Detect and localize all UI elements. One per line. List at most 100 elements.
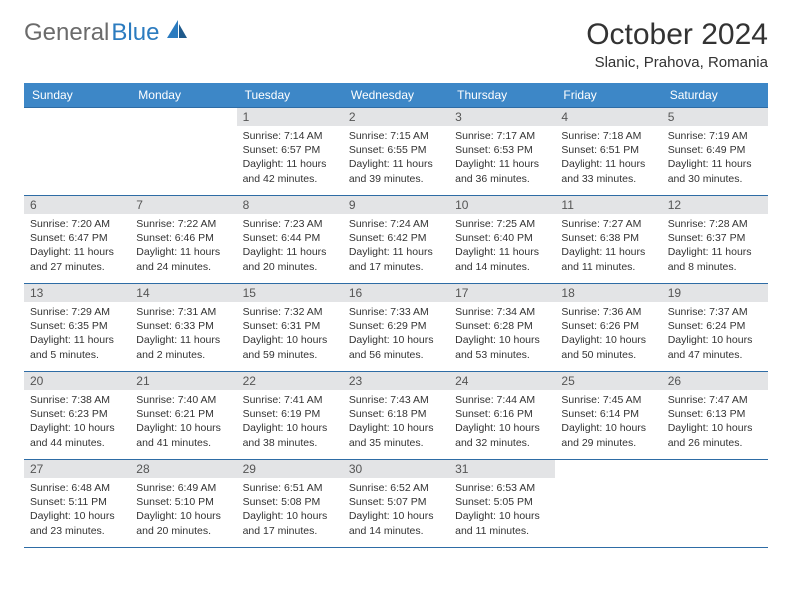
calendar-cell: 29Sunrise: 6:51 AMSunset: 5:08 PMDayligh… xyxy=(237,460,343,548)
calendar-cell: 26Sunrise: 7:47 AMSunset: 6:13 PMDayligh… xyxy=(662,372,768,460)
day-content: Sunrise: 7:28 AMSunset: 6:37 PMDaylight:… xyxy=(662,214,768,278)
day-content: Sunrise: 7:40 AMSunset: 6:21 PMDaylight:… xyxy=(130,390,236,454)
day-number: 25 xyxy=(555,372,661,390)
day-content: Sunrise: 7:20 AMSunset: 6:47 PMDaylight:… xyxy=(24,214,130,278)
calendar-row: 13Sunrise: 7:29 AMSunset: 6:35 PMDayligh… xyxy=(24,284,768,372)
day-content: Sunrise: 7:24 AMSunset: 6:42 PMDaylight:… xyxy=(343,214,449,278)
calendar-cell: 25Sunrise: 7:45 AMSunset: 6:14 PMDayligh… xyxy=(555,372,661,460)
day-content: Sunrise: 7:43 AMSunset: 6:18 PMDaylight:… xyxy=(343,390,449,454)
calendar-cell: 12Sunrise: 7:28 AMSunset: 6:37 PMDayligh… xyxy=(662,196,768,284)
day-number: 16 xyxy=(343,284,449,302)
day-number: 9 xyxy=(343,196,449,214)
day-number: 17 xyxy=(449,284,555,302)
day-content: Sunrise: 7:14 AMSunset: 6:57 PMDaylight:… xyxy=(237,126,343,190)
weekday-header: Monday xyxy=(130,83,236,108)
day-content: Sunrise: 7:34 AMSunset: 6:28 PMDaylight:… xyxy=(449,302,555,366)
day-content: Sunrise: 7:22 AMSunset: 6:46 PMDaylight:… xyxy=(130,214,236,278)
calendar-cell: 1Sunrise: 7:14 AMSunset: 6:57 PMDaylight… xyxy=(237,108,343,196)
weekday-header: Saturday xyxy=(662,83,768,108)
calendar-cell: 18Sunrise: 7:36 AMSunset: 6:26 PMDayligh… xyxy=(555,284,661,372)
day-content: Sunrise: 6:52 AMSunset: 5:07 PMDaylight:… xyxy=(343,478,449,542)
day-number: 29 xyxy=(237,460,343,478)
weekday-header: Thursday xyxy=(449,83,555,108)
calendar-cell: 10Sunrise: 7:25 AMSunset: 6:40 PMDayligh… xyxy=(449,196,555,284)
calendar-head: SundayMondayTuesdayWednesdayThursdayFrid… xyxy=(24,83,768,108)
calendar-cell: 16Sunrise: 7:33 AMSunset: 6:29 PMDayligh… xyxy=(343,284,449,372)
day-number: 1 xyxy=(237,108,343,126)
day-content: Sunrise: 7:45 AMSunset: 6:14 PMDaylight:… xyxy=(555,390,661,454)
day-content: Sunrise: 7:44 AMSunset: 6:16 PMDaylight:… xyxy=(449,390,555,454)
calendar-cell: 3Sunrise: 7:17 AMSunset: 6:53 PMDaylight… xyxy=(449,108,555,196)
day-number: 19 xyxy=(662,284,768,302)
calendar-cell: 6Sunrise: 7:20 AMSunset: 6:47 PMDaylight… xyxy=(24,196,130,284)
day-content: Sunrise: 7:25 AMSunset: 6:40 PMDaylight:… xyxy=(449,214,555,278)
day-content: Sunrise: 6:48 AMSunset: 5:11 PMDaylight:… xyxy=(24,478,130,542)
day-number: 11 xyxy=(555,196,661,214)
day-content: Sunrise: 7:38 AMSunset: 6:23 PMDaylight:… xyxy=(24,390,130,454)
day-number: 5 xyxy=(662,108,768,126)
calendar-cell: 8Sunrise: 7:23 AMSunset: 6:44 PMDaylight… xyxy=(237,196,343,284)
day-content: Sunrise: 7:18 AMSunset: 6:51 PMDaylight:… xyxy=(555,126,661,190)
day-content: Sunrise: 7:29 AMSunset: 6:35 PMDaylight:… xyxy=(24,302,130,366)
day-number: 8 xyxy=(237,196,343,214)
calendar-cell: 11Sunrise: 7:27 AMSunset: 6:38 PMDayligh… xyxy=(555,196,661,284)
day-number: 15 xyxy=(237,284,343,302)
calendar-cell: 31Sunrise: 6:53 AMSunset: 5:05 PMDayligh… xyxy=(449,460,555,548)
calendar-cell: 14Sunrise: 7:31 AMSunset: 6:33 PMDayligh… xyxy=(130,284,236,372)
weekday-header: Tuesday xyxy=(237,83,343,108)
day-content: Sunrise: 6:51 AMSunset: 5:08 PMDaylight:… xyxy=(237,478,343,542)
calendar-cell-empty xyxy=(662,460,768,548)
calendar-row: 6Sunrise: 7:20 AMSunset: 6:47 PMDaylight… xyxy=(24,196,768,284)
day-content: Sunrise: 7:37 AMSunset: 6:24 PMDaylight:… xyxy=(662,302,768,366)
day-number: 20 xyxy=(24,372,130,390)
calendar-cell: 28Sunrise: 6:49 AMSunset: 5:10 PMDayligh… xyxy=(130,460,236,548)
weekday-header: Friday xyxy=(555,83,661,108)
day-number: 4 xyxy=(555,108,661,126)
day-number: 26 xyxy=(662,372,768,390)
day-content: Sunrise: 6:49 AMSunset: 5:10 PMDaylight:… xyxy=(130,478,236,542)
logo-sail-icon xyxy=(165,18,191,47)
calendar-row: 27Sunrise: 6:48 AMSunset: 5:11 PMDayligh… xyxy=(24,460,768,548)
day-number: 22 xyxy=(237,372,343,390)
calendar-body: 1Sunrise: 7:14 AMSunset: 6:57 PMDaylight… xyxy=(24,108,768,548)
day-content: Sunrise: 7:23 AMSunset: 6:44 PMDaylight:… xyxy=(237,214,343,278)
day-content: Sunrise: 7:15 AMSunset: 6:55 PMDaylight:… xyxy=(343,126,449,190)
day-number: 12 xyxy=(662,196,768,214)
weekday-header: Wednesday xyxy=(343,83,449,108)
day-content: Sunrise: 6:53 AMSunset: 5:05 PMDaylight:… xyxy=(449,478,555,542)
day-content: Sunrise: 7:31 AMSunset: 6:33 PMDaylight:… xyxy=(130,302,236,366)
day-number: 3 xyxy=(449,108,555,126)
logo-word2: Blue xyxy=(111,19,159,47)
day-number: 30 xyxy=(343,460,449,478)
day-number: 28 xyxy=(130,460,236,478)
title-block: October 2024 Slanic, Prahova, Romania xyxy=(586,18,768,71)
calendar-cell: 27Sunrise: 6:48 AMSunset: 5:11 PMDayligh… xyxy=(24,460,130,548)
day-content: Sunrise: 7:27 AMSunset: 6:38 PMDaylight:… xyxy=(555,214,661,278)
calendar-cell: 21Sunrise: 7:40 AMSunset: 6:21 PMDayligh… xyxy=(130,372,236,460)
location: Slanic, Prahova, Romania xyxy=(586,54,768,71)
calendar-cell: 23Sunrise: 7:43 AMSunset: 6:18 PMDayligh… xyxy=(343,372,449,460)
calendar-cell: 30Sunrise: 6:52 AMSunset: 5:07 PMDayligh… xyxy=(343,460,449,548)
day-content: Sunrise: 7:33 AMSunset: 6:29 PMDaylight:… xyxy=(343,302,449,366)
month-title: October 2024 xyxy=(586,18,768,52)
weekday-header: Sunday xyxy=(24,83,130,108)
calendar-cell: 22Sunrise: 7:41 AMSunset: 6:19 PMDayligh… xyxy=(237,372,343,460)
day-number: 14 xyxy=(130,284,236,302)
calendar-cell: 9Sunrise: 7:24 AMSunset: 6:42 PMDaylight… xyxy=(343,196,449,284)
day-content: Sunrise: 7:32 AMSunset: 6:31 PMDaylight:… xyxy=(237,302,343,366)
day-content: Sunrise: 7:36 AMSunset: 6:26 PMDaylight:… xyxy=(555,302,661,366)
calendar-cell: 17Sunrise: 7:34 AMSunset: 6:28 PMDayligh… xyxy=(449,284,555,372)
day-number: 31 xyxy=(449,460,555,478)
calendar-cell: 19Sunrise: 7:37 AMSunset: 6:24 PMDayligh… xyxy=(662,284,768,372)
calendar-cell: 5Sunrise: 7:19 AMSunset: 6:49 PMDaylight… xyxy=(662,108,768,196)
calendar-cell: 7Sunrise: 7:22 AMSunset: 6:46 PMDaylight… xyxy=(130,196,236,284)
day-content: Sunrise: 7:47 AMSunset: 6:13 PMDaylight:… xyxy=(662,390,768,454)
calendar-row: 20Sunrise: 7:38 AMSunset: 6:23 PMDayligh… xyxy=(24,372,768,460)
header: GeneralBlue October 2024 Slanic, Prahova… xyxy=(24,18,768,71)
calendar-cell: 24Sunrise: 7:44 AMSunset: 6:16 PMDayligh… xyxy=(449,372,555,460)
calendar-cell: 20Sunrise: 7:38 AMSunset: 6:23 PMDayligh… xyxy=(24,372,130,460)
logo-word1: General xyxy=(24,19,109,47)
day-content: Sunrise: 7:41 AMSunset: 6:19 PMDaylight:… xyxy=(237,390,343,454)
calendar-cell-empty xyxy=(130,108,236,196)
logo: GeneralBlue xyxy=(24,18,191,47)
